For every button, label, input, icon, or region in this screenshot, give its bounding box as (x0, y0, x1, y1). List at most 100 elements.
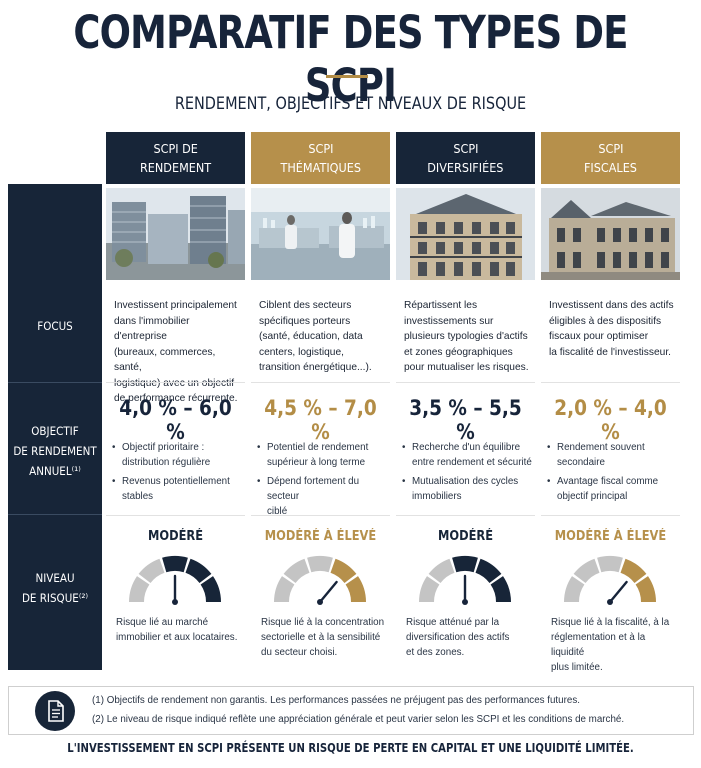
gauge-needle (318, 580, 338, 604)
risk-description: Risque lié à la fiscalité, à la réglement… (551, 615, 679, 675)
risk-line: sectorielle et à la sensibilité (261, 632, 381, 643)
gauge-segment (635, 576, 656, 602)
column-header-line: SCPI DE (153, 141, 198, 156)
risk-line: Risque lié à la fiscalité, à la (551, 617, 670, 628)
risk-gauge (415, 552, 515, 613)
yield-range: 3,5 % – 5,5 % (409, 396, 522, 444)
focus-line: pour mutualiser les risques. (404, 362, 529, 373)
bullet-line: Mutualisation des cycles (412, 476, 519, 487)
focus-line: plusieurs typologies d'actifs (404, 331, 528, 342)
bullet-line: objectif principal (557, 491, 628, 502)
gauge-segment (138, 558, 165, 583)
focus-line: investissements sur (404, 315, 494, 327)
row-divider (106, 515, 245, 516)
column-header-line: THÉMATIQUES (280, 160, 361, 175)
gauge-segment (307, 555, 333, 573)
focus-line: fiscaux pour optimiser (549, 331, 649, 342)
page-subtitle: RENDEMENT, OBJECTIFS ET NIVEAUX DE RISQU… (174, 94, 527, 114)
bullet-line: distribution régulière (122, 457, 211, 468)
objective-bullet: Revenus potentiellement stables (112, 474, 242, 504)
focus-line: transition énergétique...). (259, 362, 372, 373)
column-header: SCPI FISCALES (541, 132, 680, 184)
gauge-segment (330, 558, 357, 583)
bullet-line: secondaire (557, 457, 605, 468)
risk-description: Risque atténué par la diversification des… (406, 615, 534, 660)
bullet-line: ciblé (267, 506, 288, 517)
objective-bullet: Potentiel de rendement supérieur à long t… (257, 440, 387, 470)
risk-description: Risque lié à la concentration sectorielle… (261, 615, 389, 660)
gauge-hub (462, 599, 468, 605)
focus-line: dans l'immobilier d'entreprise (114, 315, 190, 343)
risk-line: Risque atténué par la (406, 617, 500, 628)
gauge-segment (274, 576, 295, 602)
risk-line: et des zones. (406, 647, 465, 658)
gauge-hub (172, 599, 178, 605)
gauge-segment (564, 576, 585, 602)
notes-box: (1) Objectifs de rendement non garantis.… (8, 686, 694, 735)
objective-bullet: Recherche d'un équilibre entre rendement … (402, 440, 532, 470)
historic-building-photo (541, 188, 680, 280)
objective-bullets: Recherche d'un équilibre entre rendement … (402, 440, 532, 508)
column-header: SCPI DIVERSIFIÉES (396, 132, 535, 184)
comparison-table: FOCUS OBJECTIF DE RENDEMENT ANNUEL⁽¹⁾ NI… (8, 132, 694, 673)
row-divider (541, 515, 680, 516)
focus-description: Répartissent les investissements sur plusi… (404, 298, 532, 376)
gauge-segment (283, 558, 310, 583)
row-label-line: DE RISQUE⁽²⁾ (21, 591, 89, 605)
laboratory-photo (251, 188, 390, 280)
gauge-segment (162, 555, 188, 573)
row-divider (251, 382, 390, 383)
gauge-segment (490, 576, 511, 602)
risk-disclaimer: L'INVESTISSEMENT EN SCPI PRÉSENTE UN RIS… (67, 741, 634, 755)
gauge-hub (607, 599, 613, 605)
risk-level-label: MODÉRÉ À ÉLEVÉ (264, 529, 377, 544)
focus-line: Investissent dans des actifs (549, 300, 674, 311)
bullet-line: Objectif prioritaire : (122, 442, 205, 453)
focus-line: Investissent principalement (114, 300, 237, 311)
focus-line: de performance récurrente. (114, 393, 238, 404)
gauge-needle (608, 580, 628, 604)
risk-line: plus limitée. (551, 662, 603, 673)
bullet-line: Potentiel de rendement (267, 442, 369, 453)
bullet-line: Rendement souvent (557, 442, 645, 453)
bullet-line: immobiliers (412, 491, 462, 502)
office-buildings-photo (106, 188, 245, 280)
focus-line: centers, logistique, (259, 346, 344, 358)
gauge-segment (345, 576, 366, 602)
risk-line: immobilier et aux locataires. (116, 632, 238, 643)
gauge-segment (597, 555, 623, 573)
focus-line: (santé, éducation, data (259, 331, 363, 342)
row-label-line: NIVEAU (35, 571, 75, 585)
bullet-line: entre rendement et sécurité (412, 457, 532, 468)
gauge-segment (428, 558, 455, 583)
gauge-segment (419, 576, 440, 602)
column-header-line: SCPI (452, 141, 479, 156)
risk-gauge (270, 552, 370, 613)
gauge-segment (129, 576, 150, 602)
bullet-line: stables (122, 491, 154, 502)
objective-bullet: Rendement souvent secondaire (547, 440, 677, 470)
risk-line: diversification des actifs (406, 632, 510, 643)
risk-line: Risque lié au marché (116, 617, 209, 628)
yield-range: 2,0 % – 4,0 % (554, 396, 667, 444)
focus-description: Investissent principalement dans l'immobi… (114, 298, 242, 407)
objective-bullets: Rendement souvent secondaire Avantage fisc… (547, 440, 677, 508)
row-labels-column: FOCUS OBJECTIF DE RENDEMENT ANNUEL⁽¹⁾ NI… (8, 184, 102, 670)
row-label-focus: FOCUS (13, 316, 98, 336)
row-label-objective: OBJECTIF DE RENDEMENT ANNUEL⁽¹⁾ (13, 421, 98, 481)
document-icon (35, 691, 75, 731)
bullet-line: Avantage fiscal comme (557, 476, 659, 487)
focus-description: Investissent dans des actifs éligibles à … (549, 298, 677, 360)
objective-bullets: Potentiel de rendement supérieur à long t… (257, 440, 387, 523)
row-label-risk: NIVEAU DE RISQUE⁽²⁾ (13, 568, 98, 608)
column-header-line: SCPI (307, 141, 334, 156)
risk-line: Risque lié à la concentration (261, 617, 385, 628)
risk-level-label: MODÉRÉ (437, 529, 494, 544)
risk-line: réglementation et à la liquidité (551, 632, 646, 658)
row-label-line: DE RENDEMENT (13, 444, 97, 458)
risk-gauge (560, 552, 660, 613)
risk-level-label: MODÉRÉ À ÉLEVÉ (554, 529, 667, 544)
column-header: SCPI DE RENDEMENT (106, 132, 245, 184)
row-divider (396, 515, 535, 516)
risk-description: Risque lié au marché immobilier et aux lo… (116, 615, 244, 645)
